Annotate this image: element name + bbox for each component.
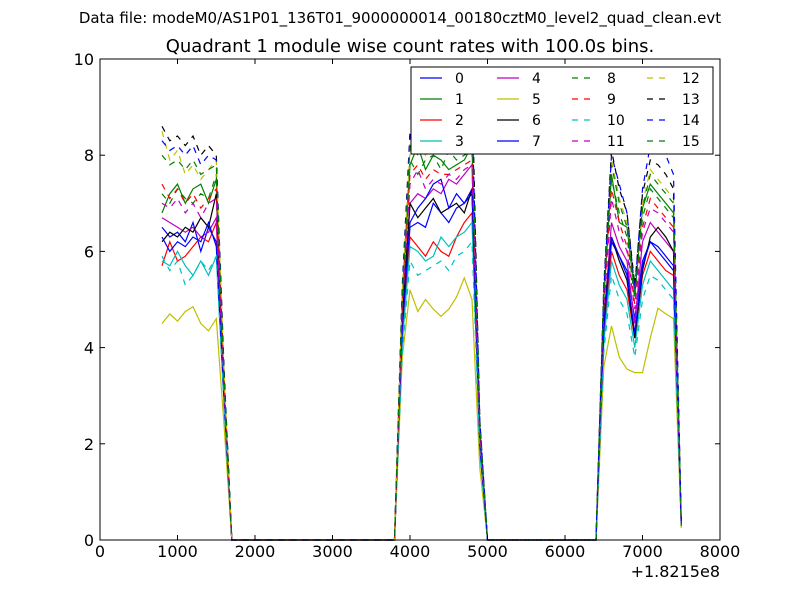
x-tick-label: 4000 <box>390 542 431 561</box>
legend-label-12: 12 <box>682 71 700 87</box>
legend-label-7: 7 <box>532 134 541 150</box>
legend-label-10: 10 <box>607 113 625 129</box>
x-tick-label: 3000 <box>312 542 353 561</box>
y-tick-label: 0 <box>84 531 94 550</box>
legend-label-6: 6 <box>532 113 541 129</box>
legend-label-5: 5 <box>532 92 541 108</box>
suptitle: Data file: modeM0/AS1P01_136T01_90000000… <box>78 9 722 27</box>
legend-label-4: 4 <box>532 71 541 87</box>
legend-label-14: 14 <box>682 113 700 129</box>
x-tick-label: 1000 <box>157 542 198 561</box>
chart-title: Quadrant 1 module wise count rates with … <box>165 36 655 57</box>
x-tick-label: 8000 <box>700 542 741 561</box>
legend-label-0: 0 <box>455 71 464 87</box>
legend-label-11: 11 <box>607 134 625 150</box>
y-tick-label: 8 <box>84 146 94 165</box>
x-tick-label: 5000 <box>467 542 508 561</box>
x-tick-label: 2000 <box>235 542 276 561</box>
x-offset-label: +1.8215e8 <box>631 562 720 581</box>
y-tick-label: 10 <box>74 50 94 69</box>
x-tick-label: 0 <box>95 542 105 561</box>
legend-label-13: 13 <box>682 92 700 108</box>
legend-box <box>410 66 714 155</box>
legend-label-2: 2 <box>455 113 464 129</box>
legend-label-9: 9 <box>607 92 616 108</box>
legend-label-8: 8 <box>607 71 616 87</box>
x-tick-label: 7000 <box>622 542 663 561</box>
legend-label-3: 3 <box>455 134 464 150</box>
y-tick-label: 4 <box>84 339 94 358</box>
y-tick-label: 6 <box>84 242 94 261</box>
legend-label-15: 15 <box>682 134 700 150</box>
y-tick-label: 2 <box>84 435 94 454</box>
x-tick-label: 6000 <box>545 542 586 561</box>
legend-label-1: 1 <box>455 92 464 108</box>
